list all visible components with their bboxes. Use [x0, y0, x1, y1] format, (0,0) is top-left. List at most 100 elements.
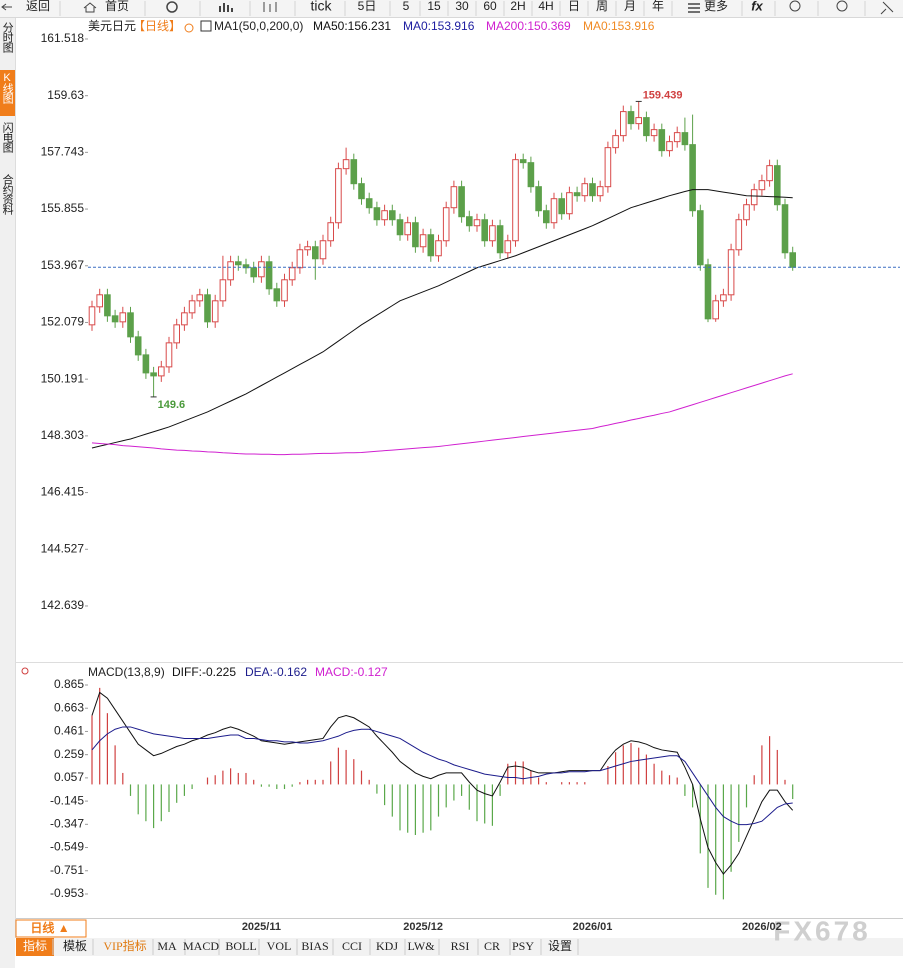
candle-body	[204, 294, 211, 323]
bottom-tab[interactable]: MA	[157, 939, 177, 953]
y-tick-label: 148.303	[41, 428, 85, 442]
toolbar-button[interactable]: 30	[455, 0, 469, 13]
candle-body	[535, 186, 542, 212]
bottom-tab[interactable]: KDJ	[376, 939, 398, 953]
candle-body	[519, 159, 527, 164]
macd-line	[91, 691, 794, 875]
bottom-tab[interactable]: VIP指标	[103, 938, 146, 953]
candle-body	[681, 132, 689, 146]
toolbar-button[interactable]: 年	[652, 0, 664, 13]
y-tick-label: -0.549	[50, 840, 84, 854]
toolbar-button[interactable]: 15	[427, 0, 441, 13]
toolbar-button[interactable]: 5	[403, 0, 410, 13]
bottom-tab[interactable]: BOLL	[225, 939, 256, 953]
y-tick-label: -0.145	[50, 793, 84, 807]
bottom-tab[interactable]: RSI	[451, 939, 470, 953]
candle-body	[620, 111, 627, 137]
candle-body	[281, 279, 288, 302]
candle-body	[381, 210, 388, 221]
toolbar-button[interactable]: 首页	[105, 0, 129, 13]
toolbar-button[interactable]: 日	[568, 0, 580, 13]
toolbar-button[interactable]: tick	[311, 0, 333, 14]
candle-body	[373, 207, 381, 221]
bottom-tab[interactable]: LW&	[407, 939, 435, 953]
candle-body	[196, 294, 204, 302]
bottom-tab[interactable]: 指标	[23, 938, 47, 953]
zoom-in-icon[interactable]	[836, 0, 848, 12]
bottom-tab[interactable]: PSY	[512, 939, 534, 953]
toolbar-button[interactable]: 月	[624, 0, 636, 13]
toggle-icon[interactable]	[184, 23, 194, 33]
bottom-tab[interactable]: CCI	[342, 939, 362, 953]
bottom-tab[interactable]: VOL	[267, 939, 292, 953]
candle-body	[496, 225, 504, 254]
toolbar-button[interactable]: 更多	[704, 0, 728, 13]
active-side-tab	[0, 70, 15, 116]
toolbar-button[interactable]: fx	[751, 0, 763, 13]
toolbar-button[interactable]: 60	[483, 0, 497, 13]
bottom-tab[interactable]: MACD	[183, 939, 219, 953]
toolbar-button[interactable]: 周	[596, 0, 608, 13]
pin-icon[interactable]	[880, 1, 894, 15]
y-tick-label: -0.953	[50, 886, 84, 900]
candle-body	[781, 204, 789, 254]
candle-body	[596, 186, 604, 197]
zoom-out-icon[interactable]	[789, 0, 801, 12]
candle-body	[427, 234, 435, 257]
refresh-icon	[166, 1, 178, 13]
candle-body	[165, 342, 173, 368]
chart-title: 美元日元	[88, 19, 136, 33]
bottom-tab[interactable]: BIAS	[301, 939, 328, 953]
candle-body	[612, 135, 619, 149]
candle-body	[219, 279, 227, 302]
candle-body	[442, 207, 450, 242]
min-label: 149.6	[158, 399, 186, 411]
side-tab[interactable]: 合约资料	[1, 173, 14, 216]
candle-body	[573, 192, 581, 197]
settings-icon[interactable]	[21, 667, 29, 675]
candle-body	[134, 336, 142, 356]
side-tab[interactable]: K线图	[1, 72, 14, 105]
candle-body	[635, 117, 643, 125]
y-tick-label: 0.865	[54, 677, 84, 691]
candle-body	[111, 315, 119, 323]
bottom-tab[interactable]: 模板	[63, 939, 87, 953]
candle-body	[188, 300, 196, 314]
candle-body	[227, 261, 234, 281]
candle-body	[604, 147, 612, 188]
y-tick-label: -0.347	[50, 816, 84, 830]
candle-body	[365, 198, 373, 209]
legend-entry: MACD:-0.127	[315, 665, 388, 679]
side-tab[interactable]: 分时图	[1, 22, 14, 54]
period-tab-box[interactable]	[15, 919, 87, 938]
candle-body	[350, 159, 358, 185]
candle-body	[296, 249, 304, 269]
candle-body	[550, 198, 558, 224]
legend-entry: MA200:150.369	[486, 19, 571, 33]
toolbar-button[interactable]: 5日	[358, 0, 377, 13]
candle-body	[774, 165, 781, 206]
bottom-tab[interactable]: 设置	[548, 939, 572, 953]
candle-body	[758, 180, 766, 191]
candle-body	[358, 183, 365, 200]
y-tick-label: 0.057	[54, 770, 84, 784]
back-icon	[1, 3, 12, 11]
toolbar	[0, 0, 903, 17]
bottom-tab[interactable]: CR	[484, 939, 500, 953]
candle-body	[211, 300, 219, 323]
period-tab[interactable]: 日线 ▲	[30, 920, 69, 935]
candle-body	[627, 111, 635, 125]
y-tick-label: 146.415	[41, 485, 85, 499]
side-tab[interactable]: 闪电图	[1, 121, 14, 154]
y-tick-label: 142.639	[41, 598, 85, 612]
candle-body	[142, 354, 150, 374]
candle-body	[342, 159, 350, 170]
toolbar-button[interactable]: 4H	[538, 0, 553, 13]
candle-body	[450, 186, 458, 209]
candle-body	[566, 192, 573, 215]
toolbar-button[interactable]: 返回	[26, 0, 50, 13]
candle-body	[158, 366, 165, 377]
candle-body	[88, 306, 96, 326]
toolbar-button[interactable]: 2H	[510, 0, 525, 13]
candle-body	[458, 186, 465, 218]
